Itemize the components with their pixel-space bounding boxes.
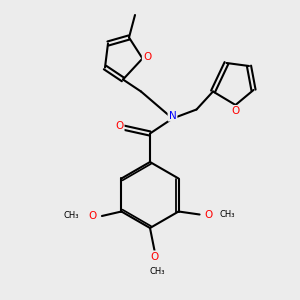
Text: CH₃: CH₃ (150, 267, 165, 276)
Text: O: O (231, 106, 240, 116)
Text: CH₃: CH₃ (64, 212, 80, 220)
Text: O: O (150, 251, 159, 262)
Text: N: N (169, 110, 176, 121)
Text: O: O (89, 211, 97, 221)
Text: O: O (143, 52, 151, 62)
Text: O: O (115, 121, 124, 131)
Text: O: O (205, 209, 213, 220)
Text: CH₃: CH₃ (219, 210, 235, 219)
